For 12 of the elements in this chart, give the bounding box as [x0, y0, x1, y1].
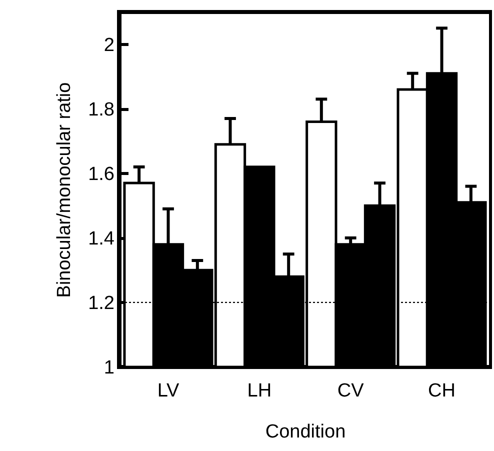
x-tick-label: LH	[247, 380, 272, 402]
y-axis-title: Binocular/monocular ratio	[54, 82, 76, 298]
x-tick-label: LV	[157, 380, 180, 402]
y-tick-label: 1.6	[88, 164, 114, 185]
y-tick-label: 1.2	[88, 292, 114, 314]
y-tick-label: 1.4	[88, 228, 115, 250]
y-tick-label: 2	[104, 34, 114, 56]
x-axis-title: Condition	[265, 422, 346, 442]
y-tick-label: 1	[104, 358, 114, 378]
x-tick-label: CV	[337, 380, 364, 402]
y-tick-label: 1.8	[88, 99, 114, 120]
x-tick-label: CH	[428, 380, 456, 402]
